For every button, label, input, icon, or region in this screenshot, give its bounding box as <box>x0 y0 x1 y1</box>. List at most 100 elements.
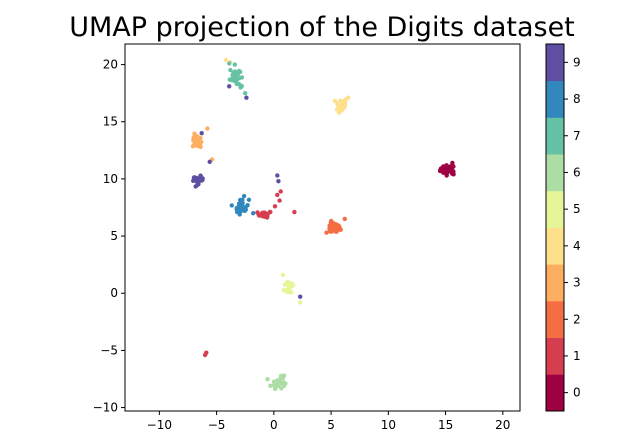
point <box>200 177 205 182</box>
colorbar-segment-9 <box>546 44 564 82</box>
point <box>336 223 341 228</box>
point <box>438 166 444 171</box>
point <box>232 77 237 83</box>
cluster-digit-0 <box>437 160 456 178</box>
cluster-digit-1 <box>202 189 297 358</box>
point <box>198 135 203 141</box>
point <box>280 272 286 278</box>
colorbar-tick-label: 5 <box>573 202 581 216</box>
point <box>207 159 212 164</box>
point <box>238 209 243 214</box>
y-axis: −10 −5 0 5 10 15 20 <box>93 58 125 415</box>
colorbar-tick-label: 3 <box>573 276 581 290</box>
point <box>228 67 233 73</box>
point <box>329 224 334 229</box>
x-tick-label: 10 <box>381 418 396 432</box>
point <box>205 126 210 131</box>
point <box>268 383 273 388</box>
point <box>227 84 232 89</box>
colorbar-tick-label: 7 <box>573 129 581 143</box>
cluster-digit-7 <box>227 61 248 96</box>
point <box>236 68 242 74</box>
point <box>245 203 250 208</box>
point <box>251 211 256 216</box>
x-tick-label: 5 <box>327 418 335 432</box>
colorbar-tick-label: 2 <box>573 312 581 326</box>
point <box>190 144 196 149</box>
point <box>450 160 455 166</box>
point <box>195 182 200 188</box>
point <box>324 230 329 235</box>
colorbar-segment-8 <box>546 80 564 118</box>
point <box>204 350 209 355</box>
point <box>199 131 204 136</box>
point <box>271 379 277 384</box>
cluster-digit-3 <box>190 126 215 162</box>
point <box>276 179 281 184</box>
point <box>199 139 204 145</box>
point <box>281 373 287 378</box>
point <box>237 203 242 208</box>
point <box>232 62 237 67</box>
point <box>236 81 242 87</box>
colorbar-segment-0 <box>546 374 564 412</box>
colorbar: 0 1 2 3 4 5 6 7 8 9 <box>545 43 581 412</box>
point <box>255 210 260 215</box>
colorbar-segment-5 <box>546 190 564 228</box>
point <box>328 220 333 225</box>
colorbar-tick-label: 1 <box>573 349 581 363</box>
y-tick-label: −5 <box>100 343 118 357</box>
point <box>241 193 247 199</box>
x-tick-label: −5 <box>208 418 226 432</box>
point <box>346 95 351 100</box>
point <box>192 131 197 136</box>
point <box>232 69 237 75</box>
colorbar-segment-6 <box>546 154 564 192</box>
point <box>332 98 338 104</box>
y-tick-label: 20 <box>103 58 118 72</box>
point <box>227 61 232 66</box>
point <box>284 289 289 295</box>
colorbar-tick-label: 6 <box>573 165 581 179</box>
plot-frame <box>124 43 521 412</box>
point <box>229 203 234 208</box>
y-tick-label: 5 <box>110 229 118 243</box>
colorbar-frame <box>545 43 565 412</box>
point <box>298 294 303 299</box>
y-tick-label: 0 <box>110 286 118 300</box>
colorbar-segment-1 <box>546 337 564 375</box>
point <box>451 164 456 169</box>
point <box>194 143 199 148</box>
point <box>445 168 450 174</box>
point <box>191 135 196 140</box>
point <box>243 91 248 96</box>
point <box>235 209 240 215</box>
point <box>232 73 238 79</box>
point <box>298 300 303 305</box>
point <box>246 197 252 202</box>
point <box>277 198 282 203</box>
point <box>262 214 267 219</box>
colorbar-segment-4 <box>546 227 564 265</box>
cluster-digit-5 <box>280 272 303 305</box>
cluster-digit-2 <box>324 216 347 235</box>
point <box>338 98 343 104</box>
point <box>342 216 347 222</box>
point <box>194 178 199 184</box>
point <box>264 211 270 217</box>
y-tick-label: 15 <box>103 115 118 129</box>
colorbar-tick-label: 0 <box>573 386 581 400</box>
point <box>336 110 342 115</box>
point <box>265 377 270 382</box>
point <box>278 377 283 382</box>
point <box>275 381 280 386</box>
colorbar-segment-7 <box>546 117 564 155</box>
point <box>273 386 278 392</box>
chart-title: UMAP projection of the Digits dataset <box>69 12 575 43</box>
scatter-points <box>190 57 456 392</box>
point <box>289 290 294 295</box>
cluster-digit-9 <box>191 84 303 299</box>
point <box>451 172 456 177</box>
point <box>227 77 232 82</box>
